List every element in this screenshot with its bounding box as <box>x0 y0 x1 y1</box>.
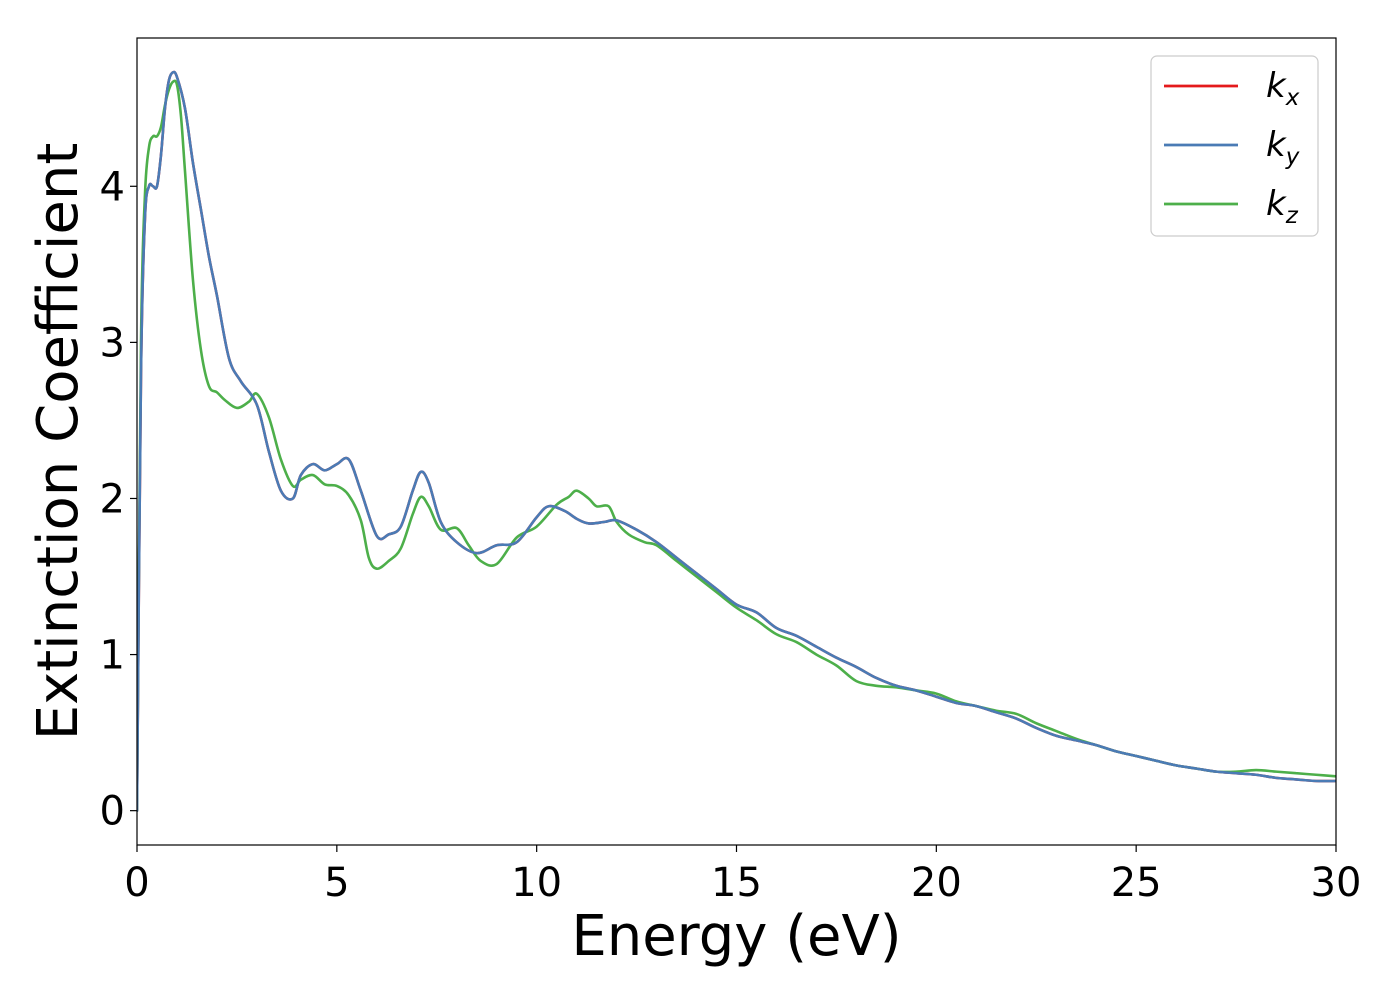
x-tick-label: 30 <box>1311 860 1362 906</box>
legend: kx ky kz <box>1150 55 1319 237</box>
x-tick-label: 5 <box>324 860 349 906</box>
y-tick-label: 0 <box>100 789 125 835</box>
x-axis-ticks: 0 5 10 15 20 25 30 <box>124 845 1361 906</box>
plot-area <box>137 38 1336 845</box>
series-line-z <box>137 79 1336 812</box>
y-tick-label: 3 <box>100 320 125 366</box>
series-layer <box>137 70 1336 812</box>
y-tick-label: 1 <box>100 633 125 679</box>
x-tick-label: 25 <box>1111 860 1162 906</box>
y-axis-title: Extinction Coefficient <box>26 143 91 741</box>
legend-label-x: kx <box>1266 66 1300 111</box>
x-tick-label: 0 <box>124 860 149 906</box>
x-tick-label: 15 <box>711 860 762 906</box>
x-tick-label: 10 <box>511 860 562 906</box>
y-tick-label: 4 <box>100 164 125 210</box>
y-tick-label: 2 <box>100 476 125 522</box>
y-axis-ticks: 0 1 2 3 4 <box>100 164 137 835</box>
legend-label-y: ky <box>1266 125 1300 170</box>
x-axis-title: Energy (eV) <box>571 904 901 969</box>
series-line-y <box>137 70 1336 812</box>
x-tick-label: 20 <box>911 860 962 906</box>
legend-label-z: kz <box>1266 184 1299 229</box>
